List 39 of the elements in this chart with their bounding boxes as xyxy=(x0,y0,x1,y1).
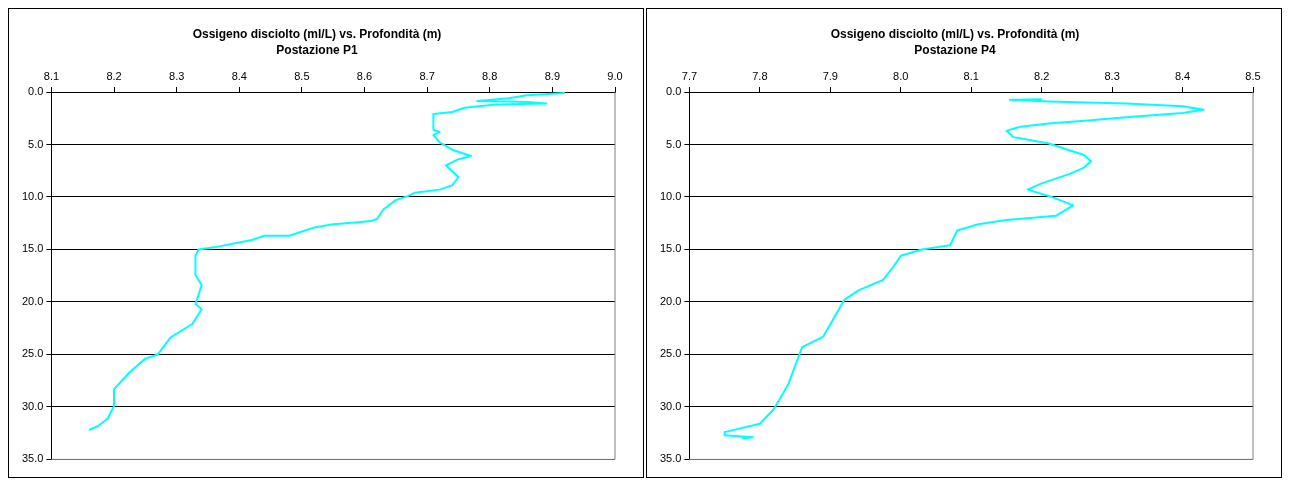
y-tick-label: 10.0 xyxy=(659,190,682,202)
chart-title: Ossigeno disciolto (ml/L) vs. Profondità (m) xyxy=(192,26,442,41)
x-tick-label: 8.0 xyxy=(893,70,909,83)
y-tick-label: 0.0 xyxy=(666,85,682,98)
x-tick-label: 8.7 xyxy=(419,70,435,83)
x-tick-label: 8.4 xyxy=(1174,70,1191,83)
y-tick-label: 20.0 xyxy=(21,294,44,307)
y-tick-label: 25.0 xyxy=(659,347,682,360)
x-tick-label: 8.9 xyxy=(544,70,561,83)
x-tick-label: 8.5 xyxy=(1245,70,1261,83)
y-tick-label: 35.0 xyxy=(659,452,682,465)
y-tick-label: 10.0 xyxy=(21,190,44,202)
x-tick-label: 9.0 xyxy=(607,70,623,83)
y-tick-label: 5.0 xyxy=(28,137,44,150)
x-tick-label: 8.3 xyxy=(169,70,185,83)
y-tick-label: 25.0 xyxy=(21,347,44,360)
x-tick-label: 8.2 xyxy=(106,70,122,83)
y-tick-label: 15.0 xyxy=(659,242,682,255)
y-tick-label: 30.0 xyxy=(659,399,682,412)
y-tick-label: 30.0 xyxy=(21,399,44,412)
x-tick-label: 8.1 xyxy=(43,70,60,83)
x-tick-label: 8.1 xyxy=(963,70,979,83)
x-tick-label: 7.8 xyxy=(752,70,768,83)
x-tick-label: 7.7 xyxy=(681,70,698,83)
x-tick-label: 8.2 xyxy=(1034,70,1050,83)
x-tick-label: 8.4 xyxy=(231,70,247,83)
x-tick-label: 8.3 xyxy=(1104,70,1120,83)
y-tick-label: 0.0 xyxy=(28,85,44,98)
chart-subtitle: Postazione P4 xyxy=(914,42,996,57)
x-tick-label: 8.5 xyxy=(294,70,310,83)
x-tick-label: 7.9 xyxy=(822,70,838,83)
x-tick-label: 8.6 xyxy=(356,70,373,83)
y-tick-label: 35.0 xyxy=(21,452,44,465)
chart-subtitle: Postazione P1 xyxy=(276,42,358,57)
chart-title: Ossigeno disciolto (ml/L) vs. Profondità (m) xyxy=(830,26,1080,41)
y-tick-label: 5.0 xyxy=(666,137,682,150)
y-tick-label: 20.0 xyxy=(659,294,682,307)
x-tick-label: 8.8 xyxy=(482,70,498,83)
y-tick-label: 15.0 xyxy=(21,242,44,255)
